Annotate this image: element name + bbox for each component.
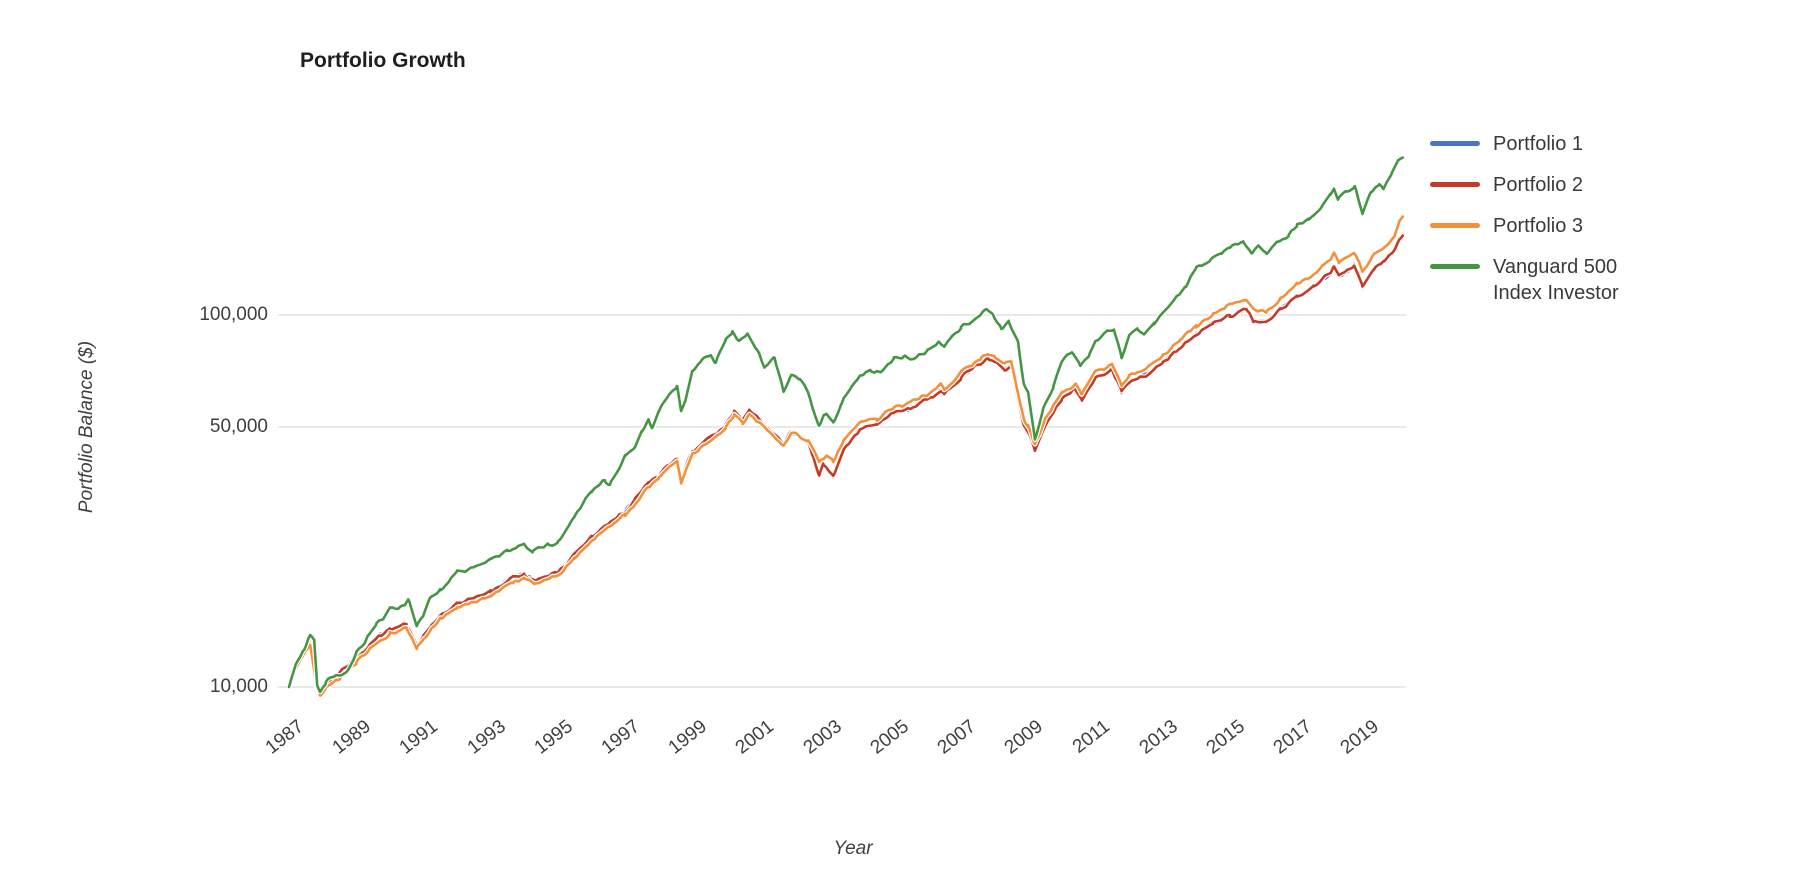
y-tick-label: 50,000	[209, 415, 268, 437]
series-halo	[286, 234, 1406, 695]
legend-label: Vanguard 500 Index Investor	[1493, 256, 1619, 304]
legend-swatch-line	[1430, 223, 1480, 228]
legend-swatch-line	[1430, 264, 1480, 269]
series-halo	[286, 155, 1406, 695]
series-halo	[286, 214, 1406, 698]
series-line-portfolio-1	[287, 235, 1405, 694]
legend-item-portfolio-2: Portfolio 2	[1430, 172, 1643, 198]
legend-label: Portfolio 1	[1493, 133, 1584, 155]
series-line-portfolio-2	[287, 234, 1405, 695]
legend-item-vanguard-500-index-investor: Vanguard 500 Index Investor	[1430, 254, 1643, 306]
chart-legend: Portfolio 1 Portfolio 2 Portfolio 3 Vanguar…	[1430, 131, 1643, 306]
x-axis-title: Year	[833, 838, 873, 859]
legend-item-portfolio-3: Portfolio 3	[1430, 213, 1643, 239]
legend-label: Portfolio 3	[1493, 215, 1584, 237]
series-line-portfolio-3	[287, 215, 1405, 697]
legend-swatch-line	[1430, 141, 1480, 146]
legend-label: Portfolio 2	[1493, 174, 1584, 196]
chart-title: Portfolio Growth	[300, 49, 466, 72]
series-line-vanguard-500-index-investor	[287, 156, 1405, 694]
legend-swatch-line	[1430, 182, 1480, 187]
y-tick-label: 100,000	[199, 304, 268, 325]
y-tick-label: 10,000	[209, 676, 268, 697]
legend-item-portfolio-1: Portfolio 1	[1430, 131, 1643, 157]
